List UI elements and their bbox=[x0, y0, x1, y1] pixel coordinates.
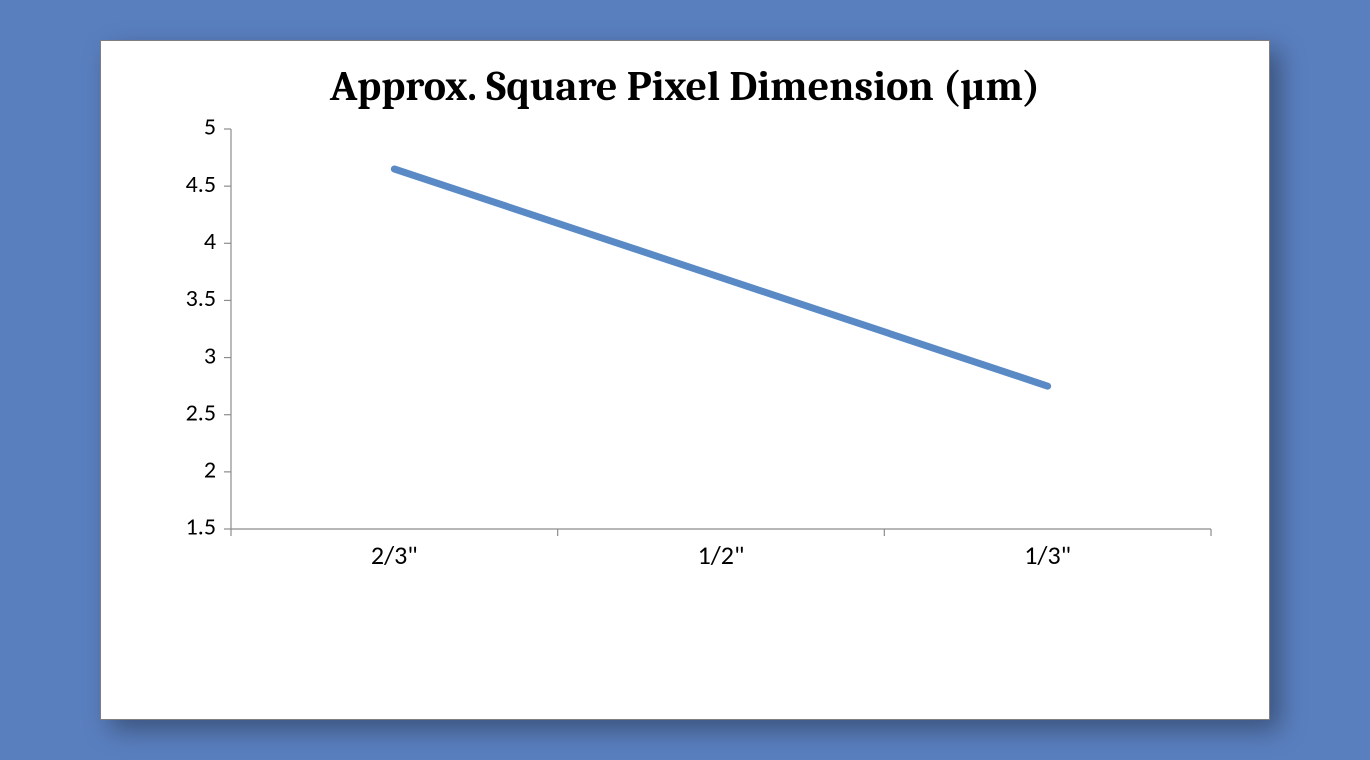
y-tick-label: 3 bbox=[204, 342, 216, 371]
y-tick-label: 5 bbox=[204, 119, 216, 142]
page-background: Approx. Square Pixel Dimension (µm) 1.5 2… bbox=[0, 0, 1370, 760]
x-tick-label: 1/2" bbox=[698, 539, 745, 571]
plot-area: 1.5 2 2.5 3 3.5 4 4.5 5 2/3" 1/2" 1/3" bbox=[121, 119, 1249, 589]
chart-card: Approx. Square Pixel Dimension (µm) 1.5 2… bbox=[100, 40, 1270, 720]
y-tick-label: 2.5 bbox=[186, 399, 216, 428]
y-tick-label: 4 bbox=[204, 227, 216, 256]
y-tick-label: 3.5 bbox=[186, 284, 216, 313]
chart-title: Approx. Square Pixel Dimension (µm) bbox=[121, 63, 1249, 111]
series-line-pixel-dimension bbox=[394, 169, 1047, 386]
x-tick-label: 1/3" bbox=[1024, 539, 1071, 571]
y-tick-label: 2 bbox=[204, 456, 216, 485]
x-tick-label: 2/3" bbox=[371, 539, 418, 571]
y-tick-label: 1.5 bbox=[186, 513, 216, 542]
y-tick-label: 4.5 bbox=[186, 170, 216, 199]
line-chart-svg: 1.5 2 2.5 3 3.5 4 4.5 5 2/3" 1/2" 1/3" bbox=[121, 119, 1241, 589]
